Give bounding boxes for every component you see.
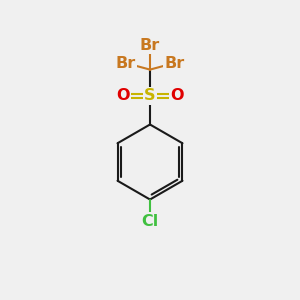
Text: Cl: Cl	[141, 214, 159, 229]
Text: Br: Br	[115, 56, 136, 70]
Text: O: O	[170, 88, 184, 104]
Text: S: S	[144, 88, 156, 104]
Text: Br: Br	[164, 56, 185, 70]
Text: O: O	[116, 88, 130, 104]
Text: Br: Br	[140, 38, 160, 52]
